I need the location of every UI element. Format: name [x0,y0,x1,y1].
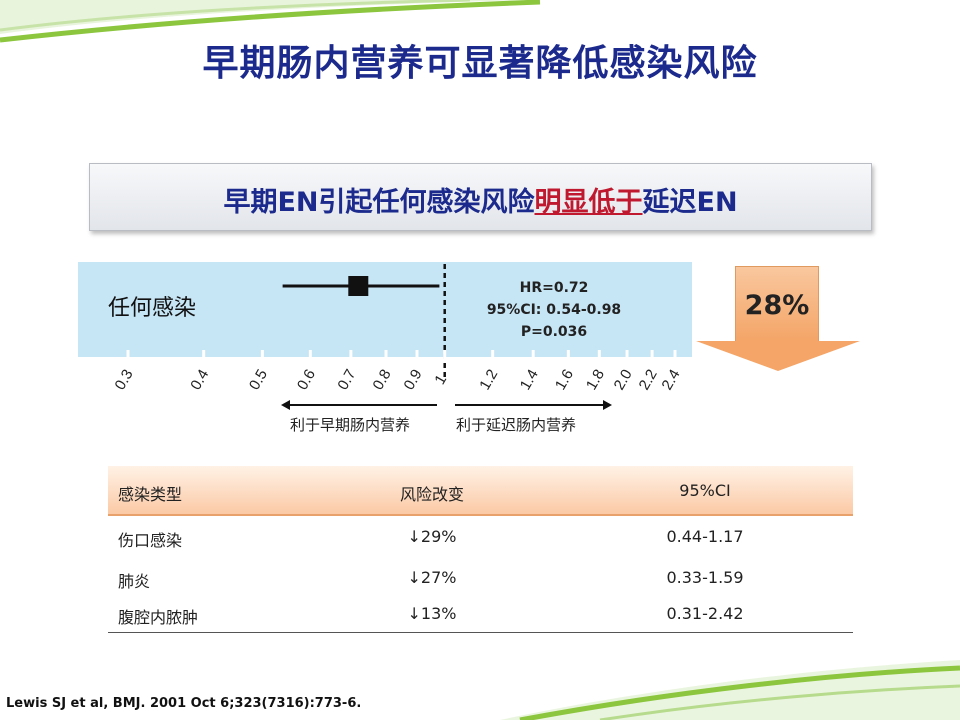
subtitle: 早期EN引起任何感染风险明显低于延迟EN [90,180,871,219]
table-header-risk: 风险改变 [399,485,465,504]
table-header [108,466,853,516]
table-cell-risk: ↓13% [407,604,457,623]
direction-right-label: 利于延迟肠内营养 [456,416,577,434]
point-estimate [348,276,369,296]
tick-label: 1.6 [552,366,577,393]
page-title: 早期肠内营养可显著降低感染风险 [202,43,758,84]
subtitle-text-end: 延迟EN [642,187,738,218]
table-cell-type: 肺炎 [118,572,151,591]
direction-left-arrowhead [281,400,290,410]
reference-citation: Lewis SJ et al, BMJ. 2001 Oct 6;323(7316… [6,696,362,711]
tick-label: 1.4 [517,366,542,393]
tick-label: 0.9 [401,366,426,393]
table-cell-ci: 0.44-1.17 [666,527,744,546]
tick-label: 1 [431,372,450,388]
subtitle-text: 早期EN引起任何感染风险 [223,187,535,218]
tick-label: 0.6 [294,366,319,393]
ci-value: 95%CI: 0.54-0.98 [486,302,622,318]
tick-label: 0.3 [112,366,137,393]
table-cell-risk: ↓27% [407,568,457,587]
decor-swoosh-top [0,0,541,43]
table-bottom-rule [108,632,853,633]
forest-row-band [78,262,692,357]
table-header-type: 感染类型 [118,485,183,504]
reduction-badge: 28% [744,290,810,321]
tick-label: 2.2 [636,366,661,393]
direction-right-arrowhead [603,400,612,410]
table-cell-ci: 0.31-2.42 [666,604,744,623]
tick-label: 0.4 [187,366,212,393]
tick-label: 2.0 [611,366,636,393]
table-cell-risk: ↓29% [407,527,457,546]
reduction-arrow [735,266,819,342]
subtitle-box: 早期EN引起任何感染风险明显低于延迟EN [89,163,872,231]
p-value: P=0.036 [520,324,588,340]
tick-label: 0.8 [370,366,395,393]
tick-label: 0.5 [246,366,271,393]
direction-left-label: 利于早期肠内营养 [290,416,411,434]
table-cell-type: 伤口感染 [118,531,183,550]
hr-value: HR=0.72 [519,280,589,296]
tick-label: 2.4 [659,366,684,393]
table-cell-type: 腹腔内脓肿 [118,608,199,627]
forest-stats: HR=0.72 95%CI: 0.54-0.98 P=0.036 [484,277,624,343]
table-header-ci: 95%CI [679,481,731,500]
reduction-arrow-tip [696,341,860,371]
tick-label: 1.8 [583,366,608,393]
table-cell-ci: 0.33-1.59 [666,568,744,587]
tick-label: 1.2 [476,366,501,393]
tick-label: 0.7 [334,366,359,393]
subtitle-highlight: 明显低于 [534,187,643,218]
forest-row-label: 任何感染 [108,296,197,321]
